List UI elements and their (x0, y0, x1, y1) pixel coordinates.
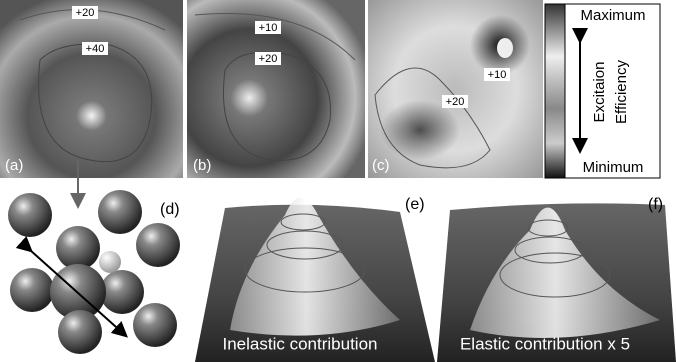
colorbar: Maximum Minimum Excitaion Efficiency (545, 4, 660, 178)
panel-b: +10 +20 (b) (187, 0, 365, 178)
contour-label: +20 (259, 53, 278, 65)
colorbar-title: Excitaion (591, 62, 608, 123)
contour-label: +10 (259, 22, 278, 34)
caption: Inelastic contribution (223, 334, 378, 353)
sphere (100, 270, 144, 314)
colorbar-max: Maximum (580, 7, 645, 24)
panel-c: +10 +20 (c) (368, 0, 543, 178)
map (0, 0, 183, 178)
panel-label: (e) (405, 196, 425, 213)
panel-label: (a) (5, 157, 23, 174)
shading (380, 100, 460, 160)
panel-a: +20 +40 (a) (0, 0, 183, 178)
panel-label: (d) (160, 201, 180, 218)
caption: Elastic contribution x 5 (460, 334, 630, 353)
contour-label: +20 (76, 7, 95, 19)
colorbar-gradient (545, 4, 565, 178)
panel-label: (c) (372, 157, 390, 174)
panel-label: (f) (648, 196, 663, 213)
panel-label: (b) (193, 157, 211, 174)
sphere (136, 223, 180, 267)
contour-label: +10 (488, 69, 507, 81)
sphere (133, 303, 177, 347)
sphere (98, 190, 142, 234)
panel-f: (f) Elastic contribution x 5 (437, 196, 676, 362)
contour-label: +20 (446, 96, 465, 108)
sphere (99, 251, 121, 273)
sphere (56, 226, 100, 270)
sphere (10, 268, 54, 312)
figure: +20 +40 (a) +10 +20 (b) +10 +20 (c) Maxi… (0, 0, 676, 362)
colorbar-min: Minimum (583, 159, 644, 176)
sphere (8, 193, 52, 237)
contour-label: +40 (86, 43, 105, 55)
sphere (58, 310, 102, 354)
panel-e: (e) Inelastic contribution (195, 196, 435, 362)
panel-d: (d) (8, 160, 180, 354)
colorbar-title: Efficiency (613, 60, 630, 124)
shading (497, 38, 513, 58)
